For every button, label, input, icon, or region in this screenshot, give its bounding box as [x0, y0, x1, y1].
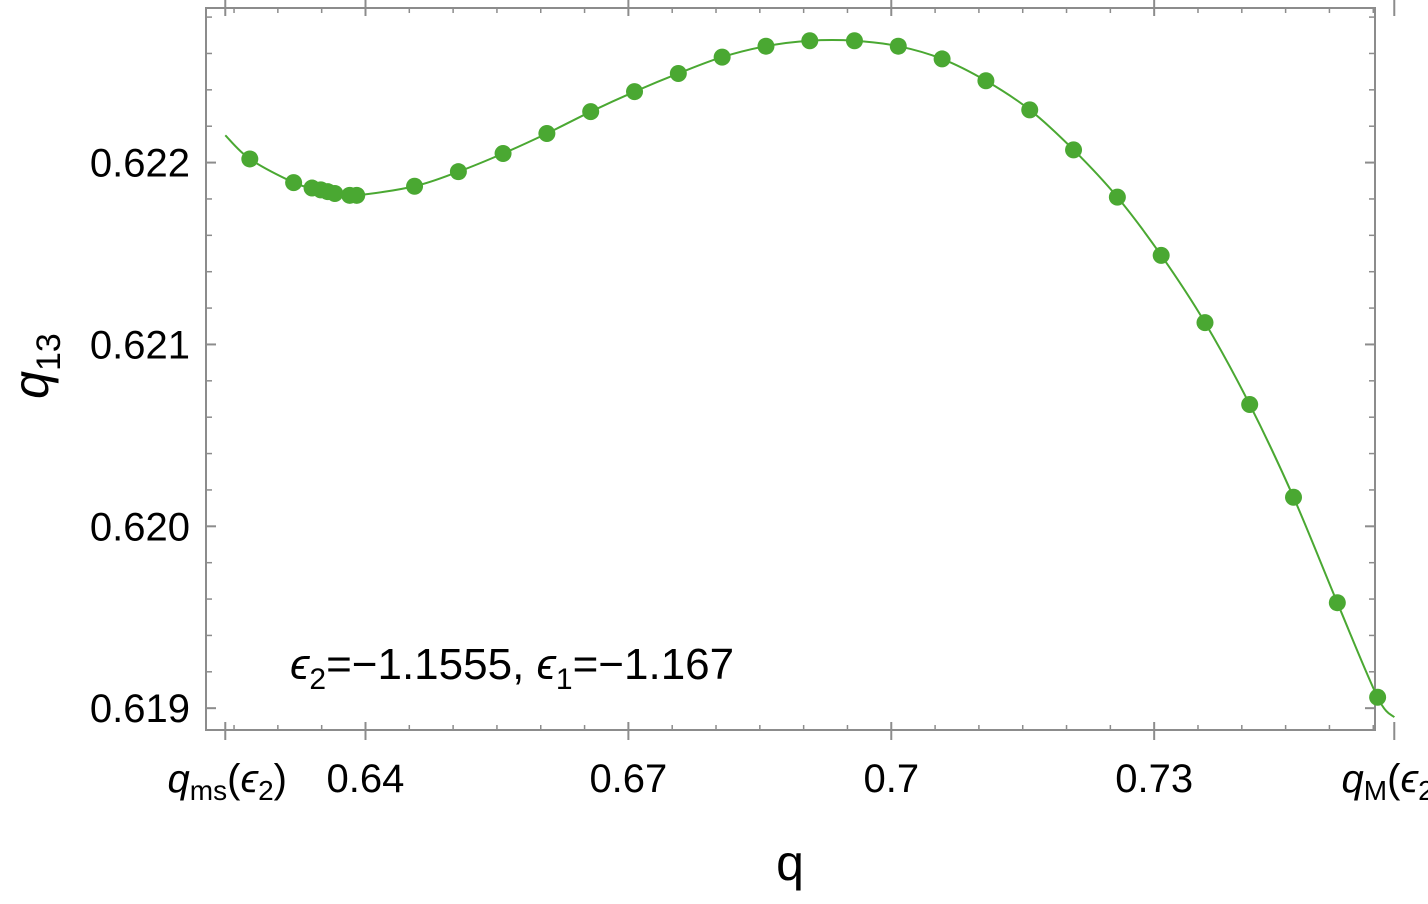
data-point	[1196, 314, 1214, 332]
data-point	[1152, 246, 1170, 264]
annotation-eps2: ϵ	[290, 640, 311, 689]
data-point	[582, 103, 600, 121]
x-tick-label-sub: M	[1364, 775, 1387, 806]
annotation-eps2-value: =−1.1555,	[326, 640, 536, 689]
x-tick-label: 0.67	[589, 757, 667, 801]
y-tick-label: 0.620	[90, 505, 190, 549]
data-point	[538, 124, 556, 142]
ticks-layer: qms(ϵ2)0.640.670.70.73qM(ϵ2)0.6190.6200.…	[90, 0, 1428, 806]
x-tick-label-open: (	[1387, 757, 1401, 801]
x-tick-label-open: (	[227, 757, 241, 801]
data-point	[1065, 141, 1083, 159]
parameter-annotation: ϵ2=−1.1555, ϵ1=−1.167	[290, 640, 734, 696]
data-point	[713, 48, 731, 66]
y-axis-label-sub: 13	[30, 333, 68, 371]
plot-frame	[205, 7, 1376, 731]
y-axis-label: q13	[3, 333, 68, 399]
annotation-eps2-sub: 2	[309, 663, 326, 696]
data-point	[1285, 488, 1303, 506]
data-point	[1328, 594, 1346, 612]
data-point	[494, 144, 512, 162]
data-layer	[224, 32, 1396, 718]
data-point	[977, 72, 995, 90]
x-tick-label-eps-sub: 2	[258, 775, 274, 806]
x-tick-label: 0.7	[863, 757, 919, 801]
data-point	[933, 50, 951, 68]
x-tick-label-close: )	[274, 757, 287, 801]
data-point	[449, 163, 467, 181]
x-tick-label-eps: ϵ	[1400, 757, 1419, 801]
x-tick-label: qms(ϵ2)	[168, 757, 287, 806]
y-tick-label: 0.622	[90, 142, 190, 186]
data-point	[1108, 188, 1126, 206]
annotation-eps1-value: =−1.167	[573, 640, 735, 689]
x-axis-label: q	[776, 835, 804, 891]
x-tick-label-eps-sub: 2	[1418, 775, 1428, 806]
fit-curve	[224, 39, 1396, 718]
data-point	[1241, 395, 1259, 413]
data-point	[757, 37, 775, 55]
x-tick-label: qM(ϵ2)	[1342, 757, 1428, 806]
x-tick-label-main: q	[168, 757, 190, 801]
data-point	[326, 185, 344, 203]
data-point	[1369, 688, 1387, 706]
data-point	[241, 150, 259, 168]
y-axis-label-main: q	[3, 371, 59, 399]
x-tick-label: 0.64	[327, 757, 405, 801]
data-point	[348, 186, 366, 204]
data-point	[626, 83, 644, 101]
y-tick-label: 0.619	[90, 687, 190, 731]
y-tick-label: 0.621	[90, 323, 190, 367]
annotation-eps1-sub: 1	[556, 663, 573, 696]
data-point	[889, 37, 907, 55]
annotation-eps1: ϵ	[537, 640, 558, 689]
x-tick-label: 0.73	[1115, 757, 1193, 801]
data-point	[845, 32, 863, 50]
data-point	[406, 177, 424, 195]
x-tick-label-eps: ϵ	[240, 757, 259, 801]
x-tick-label-main: q	[1342, 757, 1364, 801]
data-point	[285, 174, 303, 192]
data-point	[669, 64, 687, 82]
x-tick-label-sub: ms	[190, 775, 227, 806]
data-point	[1021, 101, 1039, 119]
data-point	[801, 32, 819, 50]
